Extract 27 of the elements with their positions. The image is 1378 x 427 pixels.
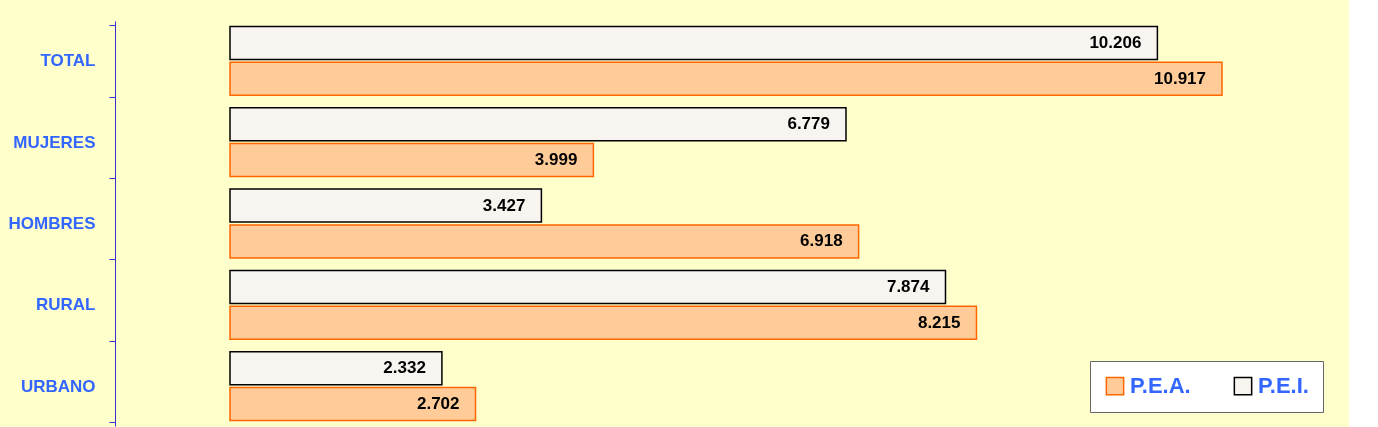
legend-label: P.E.I.: [1258, 373, 1309, 399]
bar: [229, 269, 947, 305]
data-label: 10.917: [1154, 68, 1206, 88]
y-tick-label: TOTAL: [40, 51, 96, 71]
data-label: 3.999: [534, 150, 578, 170]
y-tick-label: URBANO: [20, 376, 96, 396]
y-tick-label: HOMBRES: [8, 214, 96, 233]
data-label: 10.206: [1089, 32, 1142, 52]
data-label: 6.779: [787, 114, 830, 134]
bar: [229, 386, 477, 422]
data-label: 8.215: [917, 312, 961, 332]
bar: [229, 61, 1223, 96]
data-label: 2.702: [416, 394, 460, 414]
y-tick-label: MUJERES: [13, 132, 96, 152]
bar: [229, 351, 443, 386]
y-tick-label: RURAL: [36, 295, 96, 315]
data-label: 6.918: [800, 231, 843, 251]
bar: [229, 107, 847, 142]
bar: [229, 25, 1159, 61]
bar: [229, 142, 595, 178]
data-label: 7.874: [886, 276, 931, 296]
bar: [229, 305, 978, 340]
data-label: 3.427: [482, 195, 526, 215]
legend-label: P.E.A.: [1130, 373, 1191, 399]
bar: [229, 188, 543, 223]
data-label: 2.332: [383, 358, 426, 378]
bar: [229, 224, 860, 259]
